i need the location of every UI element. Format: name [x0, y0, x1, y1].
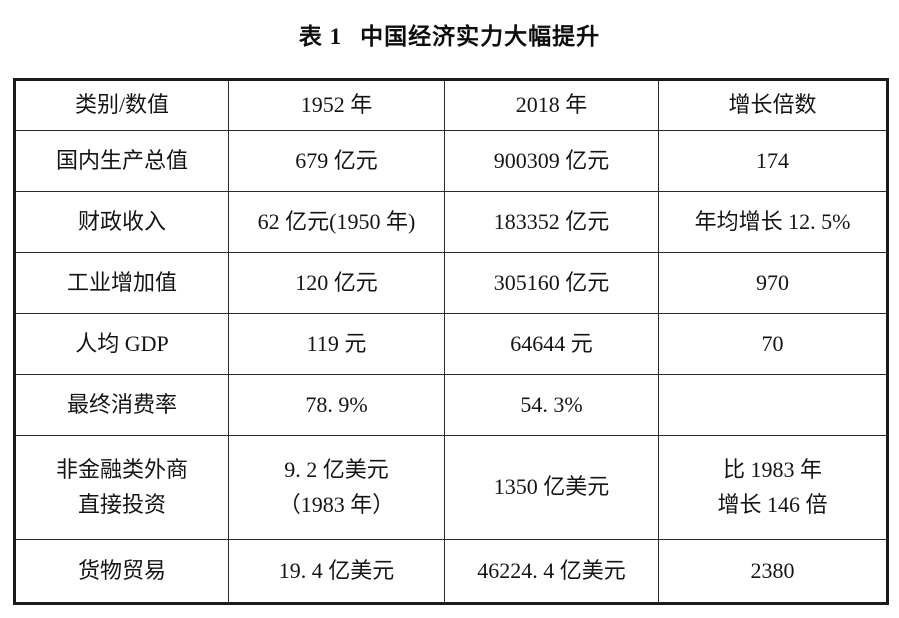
- table-row-non-financial-fdi: 非金融类外商 直接投资 9. 2 亿美元 （1983 年） 1350 亿美元 比…: [14, 435, 888, 540]
- table-header-row: 类别/数值 1952 年 2018 年 增长倍数: [14, 79, 888, 131]
- cell-growth: 2380: [658, 539, 888, 604]
- cell-1952: 62 亿元(1950 年): [228, 191, 445, 253]
- cell-2018: 900309 亿元: [444, 130, 659, 192]
- table-row-goods-trade: 货物贸易 19. 4 亿美元 46224. 4 亿美元 2380: [14, 539, 888, 604]
- cell-2018: 305160 亿元: [444, 252, 659, 314]
- table-caption: 表 1 中国经济实力大幅提升: [0, 17, 899, 51]
- table-row-industrial-added-value: 工业增加值 120 亿元 305160 亿元 970: [14, 252, 888, 314]
- column-header-growth: 增长倍数: [658, 79, 888, 131]
- table-caption-number: 表 1: [298, 24, 343, 49]
- cell-2018: 54. 3%: [444, 374, 659, 436]
- cell-growth: 年均增长 12. 5%: [658, 191, 888, 253]
- cell-category: 工业增加值: [14, 252, 229, 314]
- cell-1952: 119 元: [228, 313, 445, 375]
- table-row-per-capita-gdp: 人均 GDP 119 元 64644 元 70: [14, 313, 888, 375]
- cell-category: 人均 GDP: [14, 313, 229, 375]
- table-row-gdp: 国内生产总值 679 亿元 900309 亿元 174: [14, 130, 888, 192]
- table-row-fiscal-revenue: 财政收入 62 亿元(1950 年) 183352 亿元 年均增长 12. 5%: [14, 191, 888, 253]
- cell-growth: [658, 374, 888, 436]
- cell-2018: 1350 亿美元: [444, 435, 659, 540]
- cell-growth: 比 1983 年 增长 146 倍: [658, 435, 888, 540]
- cell-category: 国内生产总值: [14, 130, 229, 192]
- cell-1952: 19. 4 亿美元: [228, 539, 445, 604]
- column-header-category: 类别/数值: [14, 79, 229, 131]
- cell-2018: 46224. 4 亿美元: [444, 539, 659, 604]
- cell-growth: 174: [658, 130, 888, 192]
- cell-2018: 64644 元: [444, 313, 659, 375]
- cell-2018: 183352 亿元: [444, 191, 659, 253]
- cell-1952: 120 亿元: [228, 252, 445, 314]
- cell-1952: 679 亿元: [228, 130, 445, 192]
- column-header-1952: 1952 年: [228, 79, 445, 131]
- cell-category: 货物贸易: [14, 539, 229, 604]
- cell-category: 非金融类外商 直接投资: [14, 435, 229, 540]
- cell-growth: 70: [658, 313, 888, 375]
- column-header-2018: 2018 年: [444, 79, 659, 131]
- cell-category: 最终消费率: [14, 374, 229, 436]
- table-caption-title: 中国经济实力大幅提升: [360, 24, 601, 49]
- cell-growth: 970: [658, 252, 888, 314]
- table-row-final-consumption-rate: 最终消费率 78. 9% 54. 3%: [14, 374, 888, 436]
- cell-category: 财政收入: [14, 191, 229, 253]
- cell-1952: 9. 2 亿美元 （1983 年）: [228, 435, 445, 540]
- economy-table: 类别/数值 1952 年 2018 年 增长倍数 国内生产总值 679 亿元 9…: [13, 78, 889, 605]
- cell-1952: 78. 9%: [228, 374, 445, 436]
